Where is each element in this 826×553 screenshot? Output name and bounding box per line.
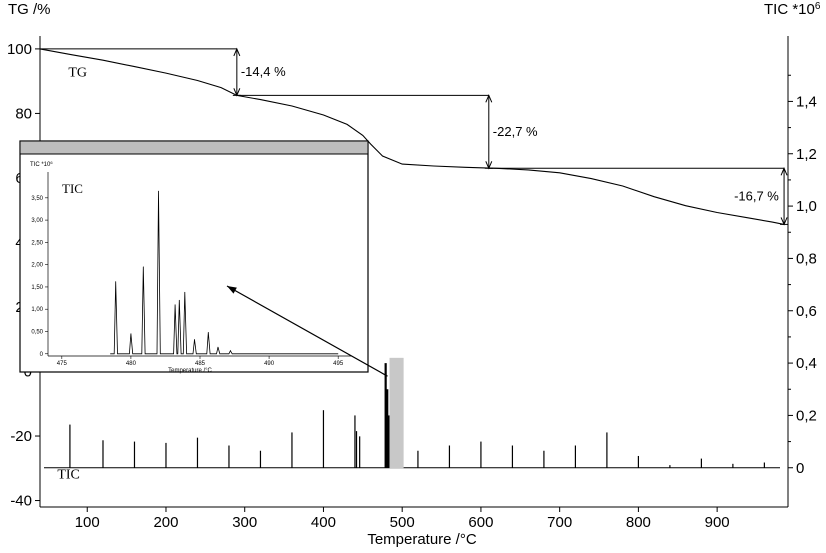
inset-x-tick-label: 485 bbox=[195, 361, 206, 367]
y-right-tick-label: 1,0 bbox=[796, 198, 817, 215]
inset-x-tick-label: 495 bbox=[333, 361, 344, 367]
inset-peak-point bbox=[178, 299, 180, 301]
y-right-tick-label: 0,6 bbox=[796, 303, 817, 320]
step-percent-label: -16,7 % bbox=[734, 188, 779, 203]
step-percent-label: -14,4 % bbox=[241, 64, 286, 79]
inset-peak-point bbox=[194, 339, 195, 340]
tic-series-label: TIC bbox=[57, 468, 80, 483]
inset-x-tick-label: 475 bbox=[57, 361, 68, 367]
x-tick-label: 300 bbox=[232, 514, 257, 531]
inset-y-tick-label: 1,00 bbox=[31, 307, 43, 313]
y-right-tick-label: 1,4 bbox=[796, 93, 817, 110]
x-tick-label: 900 bbox=[705, 514, 730, 531]
step-arrow-head-top bbox=[485, 94, 493, 103]
y-left-tick-label: -20 bbox=[10, 428, 32, 445]
inset-pointer-arrowhead bbox=[227, 286, 237, 294]
inset-pointer-arrow bbox=[226, 285, 388, 377]
tg-curve bbox=[39, 48, 785, 225]
inset-peak-point bbox=[217, 346, 219, 348]
inset-peak-point bbox=[230, 350, 231, 352]
y-left-tick-label: -40 bbox=[10, 493, 32, 510]
inset-x-tick-label: 490 bbox=[264, 361, 275, 367]
x-tick-label: 400 bbox=[311, 514, 336, 531]
x-axis-title: Temperature /°C bbox=[367, 531, 477, 548]
inset-panel bbox=[19, 140, 369, 373]
x-tick-label: 600 bbox=[468, 514, 493, 531]
inset-series-label: TIC bbox=[62, 181, 83, 196]
inset-peak-point bbox=[115, 281, 117, 282]
x-tick-label: 500 bbox=[390, 514, 415, 531]
inset-y-tick-label: 3,50 bbox=[31, 196, 43, 202]
inset-y-tick-label: 2,00 bbox=[31, 263, 43, 269]
inset-y-axis-title: TIC *106 bbox=[30, 160, 53, 168]
inset-peak-point bbox=[130, 333, 132, 335]
inset-peak-point bbox=[184, 291, 186, 293]
y-left-axis-title: TG /% bbox=[8, 1, 51, 18]
y-left-tick-label: 100 bbox=[7, 41, 32, 58]
inset-peak-point bbox=[207, 331, 209, 333]
inset-peak-point bbox=[158, 190, 159, 192]
x-tick-label: 700 bbox=[547, 514, 572, 531]
step-arrow-head-top bbox=[780, 166, 788, 176]
tic-zoom-highlight bbox=[389, 357, 404, 469]
x-tick-label: 200 bbox=[153, 514, 178, 531]
inset-x-tick-label: 480 bbox=[126, 361, 137, 367]
inset-header-bar bbox=[19, 140, 369, 155]
inset-y-tick-label: 1,50 bbox=[31, 285, 43, 291]
x-tick-label: 800 bbox=[626, 514, 651, 531]
inset-y-tick-label: 0 bbox=[40, 352, 44, 358]
inset-peak-point bbox=[174, 304, 176, 306]
step-arrow-head-top bbox=[233, 47, 241, 57]
y-right-axis-title: TIC *106 bbox=[764, 1, 821, 18]
inset-peak-point bbox=[142, 266, 144, 268]
y-right-tick-label: 0,2 bbox=[796, 407, 817, 424]
y-left-tick-label: 80 bbox=[15, 105, 32, 122]
inset-y-tick-label: 0,50 bbox=[31, 329, 43, 335]
y-right-tick-label: 0,4 bbox=[796, 355, 817, 372]
y-right-tick-label: 1,2 bbox=[796, 146, 817, 163]
x-tick-label: 100 bbox=[75, 514, 100, 531]
step-percent-label: -22,7 % bbox=[493, 124, 538, 139]
y-right-tick-label: 0 bbox=[796, 460, 804, 477]
inset-y-tick-label: 3,00 bbox=[31, 218, 43, 224]
tg-series-label: TG bbox=[68, 65, 87, 80]
inset-x-axis-title: Temperature /°C bbox=[168, 368, 212, 374]
inset-y-tick-label: 2,50 bbox=[31, 240, 43, 246]
y-right-tick-label: 0,8 bbox=[796, 250, 817, 267]
